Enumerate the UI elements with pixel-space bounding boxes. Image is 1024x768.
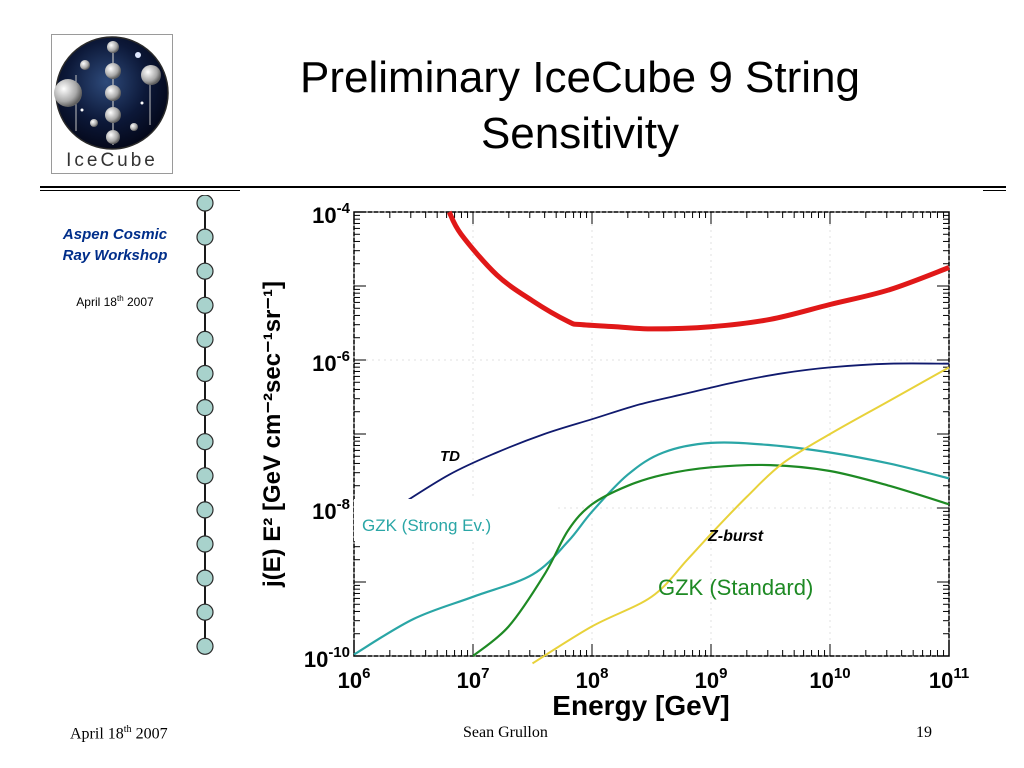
- bead-9: [196, 467, 214, 485]
- x-tick-label: 107: [457, 665, 490, 693]
- top-rule: [40, 186, 1006, 188]
- bead-13: [196, 603, 214, 621]
- x-tick-label: 1011: [929, 665, 969, 693]
- gzk-strong-curve: [353, 441, 950, 656]
- td-curve: [395, 362, 950, 509]
- sidebar-date: April 18th 2007: [40, 294, 190, 309]
- logo-label: IceCube: [66, 150, 158, 171]
- footer-date: April 18th 2007: [70, 724, 168, 743]
- y-tick-label: 10-10: [304, 644, 350, 672]
- sidebar-date-prefix: April 18: [76, 295, 117, 309]
- x-tick-label: 1010: [809, 665, 850, 693]
- slide-title: Preliminary IceCube 9 String Sensitivity: [299, 53, 860, 158]
- sensitivity-curve: [446, 210, 950, 332]
- x-tick-label: 106: [338, 665, 371, 693]
- bead-2: [196, 228, 214, 246]
- y-tick-label: 10-8: [312, 496, 350, 524]
- bead-8: [196, 433, 214, 451]
- bead-6: [196, 364, 214, 383]
- sidebar-event-line2: Ray Workshop: [62, 247, 168, 264]
- footer-date-suffix: 2007: [131, 725, 168, 743]
- x-tick-labels: 106 107 108 109 1010 1011: [338, 665, 970, 693]
- top-rule-accent-right: [983, 190, 1006, 191]
- y-axis-label: j(E) E² [GeV cm⁻²sec⁻¹sr⁻¹]: [259, 281, 286, 588]
- plot-frame: [353, 211, 950, 657]
- bead-11: [196, 535, 214, 553]
- top-rule-accent-left: [40, 190, 240, 191]
- bead-5: [196, 330, 214, 348]
- sidebar-event-name: Aspen Cosmic Ray Workshop: [40, 224, 190, 266]
- bead-3: [196, 262, 214, 280]
- x-tick-label: 109: [695, 665, 728, 693]
- gzk-standard-label: GZK (Standard): [658, 575, 813, 600]
- z-burst-label: Z-burst: [707, 528, 764, 545]
- bead-group: [196, 195, 214, 655]
- x-tick-label: 108: [576, 665, 609, 693]
- bead-12: [196, 569, 214, 587]
- bead-14: [196, 637, 214, 655]
- bead-4: [196, 296, 214, 314]
- z-burst-curve: [531, 366, 950, 665]
- y-tick-label: 10-6: [312, 348, 350, 376]
- x-axis-label: Energy [GeV]: [552, 690, 729, 721]
- sidebar-date-suffix: 2007: [123, 295, 154, 309]
- sidebar-event-line1: Aspen Cosmic: [62, 226, 168, 243]
- footer-page-number: 19: [916, 724, 932, 741]
- sidebar-date-sup: th: [116, 294, 124, 303]
- y-tick-labels: 10-4 10-6 10-8 10-10: [304, 200, 351, 672]
- footer-date-sup: th: [123, 724, 132, 735]
- sensitivity-chart: 106 107 108 109 1010 1011 10-4 10-6 10-8 10-10 E…: [259, 200, 970, 721]
- gzk-strong-label: GZK (Strong Ev.): [362, 516, 491, 535]
- bead-string-decoration: [196, 195, 214, 655]
- bead-10: [196, 501, 214, 519]
- icecube-globe-icon: [54, 36, 169, 150]
- bead-1: [196, 195, 214, 212]
- td-label: TD: [440, 448, 460, 465]
- bead-7: [196, 399, 214, 417]
- gzk-standard-curve: [472, 463, 950, 657]
- data-series: [353, 210, 950, 665]
- footer-author: Sean Grullon: [463, 724, 548, 741]
- icecube-logo: [51, 34, 173, 174]
- footer-date-prefix: April 18: [70, 725, 124, 743]
- legend-mask: [354, 499, 558, 541]
- y-tick-label: 10-4: [312, 200, 350, 228]
